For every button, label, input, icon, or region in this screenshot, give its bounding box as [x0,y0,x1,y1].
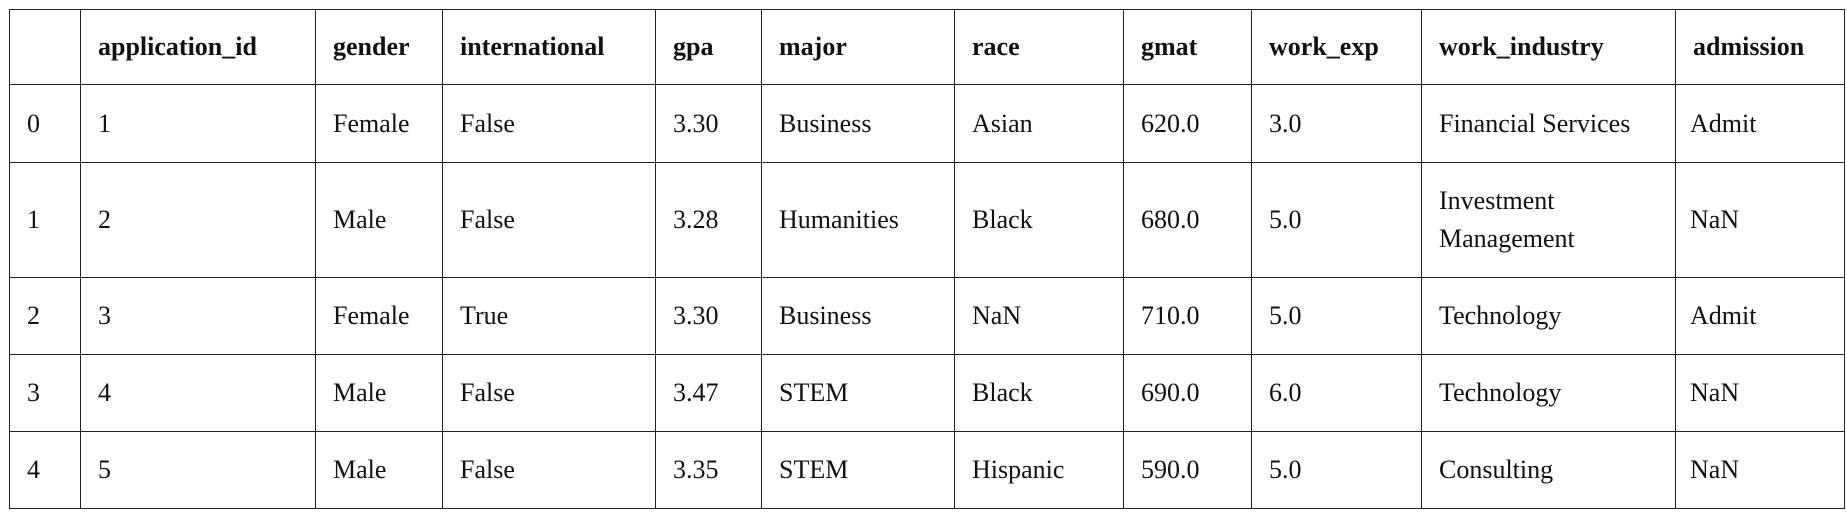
row-index: 0 [9,84,81,163]
column-header: gpa [655,9,762,85]
table-cell: Asian [954,84,1124,163]
table-cell: 620.0 [1123,84,1252,163]
table-row: 4 5 Male False 3.35 STEM Hispanic 590.0 5.0 Consu… [9,431,1845,509]
table-cell: False [442,84,656,163]
column-header: application_id [80,9,316,85]
table-cell: 680.0 [1123,162,1252,278]
table-cell: Financial Services [1421,84,1676,163]
column-header: admission [1675,9,1845,85]
table-cell: 3.47 [655,354,762,432]
table-row: 0 1 Female False 3.30 Business Asian 620.0 3.0 Fi… [9,84,1845,163]
table-cell: 4 [80,354,316,432]
table-cell: Female [315,277,443,355]
table-cell: 3.30 [655,277,762,355]
row-index: 2 [9,277,81,355]
table-cell: 690.0 [1123,354,1252,432]
table-cell: Consulting [1421,431,1676,509]
table-cell: NaN [1675,431,1845,509]
table-cell: NaN [1675,162,1845,278]
table-cell: Investment Management [1421,162,1676,278]
table-cell: Male [315,431,443,509]
table-cell: Admit [1675,84,1845,163]
table-cell: 3.35 [655,431,762,509]
index-header [9,9,81,85]
header-row: application_id gender international gpa majo… [9,9,1845,85]
table-cell: 5 [80,431,316,509]
table-cell: Black [954,162,1124,278]
column-header: gender [315,9,443,85]
column-header: major [761,9,955,85]
table-cell: True [442,277,656,355]
table-cell: Black [954,354,1124,432]
table-cell: 590.0 [1123,431,1252,509]
table-cell: 710.0 [1123,277,1252,355]
table-cell: 2 [80,162,316,278]
table-cell: Business [761,84,955,163]
row-index: 1 [9,162,81,278]
table-cell: 6.0 [1251,354,1422,432]
table-cell: 3.28 [655,162,762,278]
table-cell: Male [315,162,443,278]
table-cell: False [442,162,656,278]
table-cell: Humanities [761,162,955,278]
table-cell: 1 [80,84,316,163]
table-cell: STEM [761,431,955,509]
table-cell: 3 [80,277,316,355]
column-header: work_industry [1421,9,1676,85]
table-cell: 5.0 [1251,277,1422,355]
table-cell: 3.0 [1251,84,1422,163]
column-header: gmat [1123,9,1252,85]
column-header: work_exp [1251,9,1422,85]
table-cell: STEM [761,354,955,432]
table-cell: 3.30 [655,84,762,163]
table-cell: NaN [1675,354,1845,432]
data-table: application_id gender international gpa majo… [9,9,1845,509]
table-cell: 5.0 [1251,162,1422,278]
table-cell: NaN [954,277,1124,355]
table-cell: Hispanic [954,431,1124,509]
table-cell: False [442,354,656,432]
table-cell: Business [761,277,955,355]
column-header: race [954,9,1124,85]
table-cell: Admit [1675,277,1845,355]
column-header: international [442,9,656,85]
table-cell: Male [315,354,443,432]
table-cell: 5.0 [1251,431,1422,509]
row-index: 3 [9,354,81,432]
table-row: 2 3 Female True 3.30 Business NaN 710.0 5.0 Techn… [9,277,1845,355]
table-row: 1 2 Male False 3.28 Humanities Black 680.0 5.0 In… [9,162,1845,278]
table-cell: Female [315,84,443,163]
table-cell: Technology [1421,277,1676,355]
table-cell: False [442,431,656,509]
table-row: 3 4 Male False 3.47 STEM Black 690.0 6.0 Technolo… [9,354,1845,432]
table-cell: Technology [1421,354,1676,432]
row-index: 4 [9,431,81,509]
